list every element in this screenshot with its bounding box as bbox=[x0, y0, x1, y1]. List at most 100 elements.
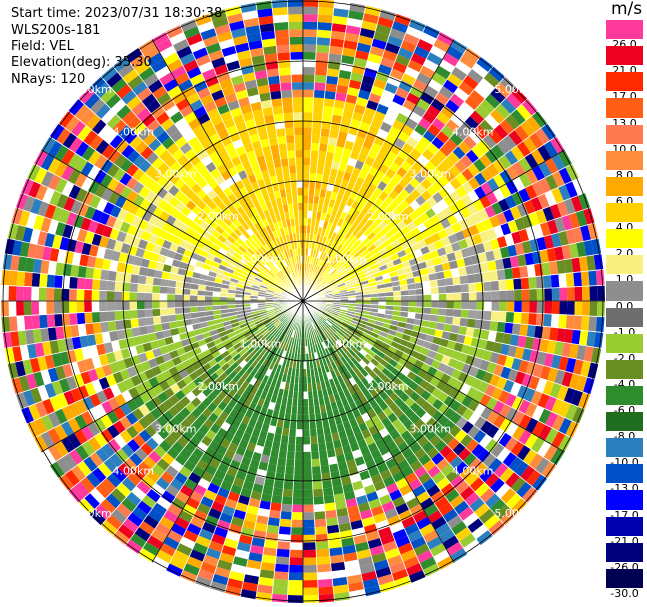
velocity-gate bbox=[315, 266, 321, 275]
velocity-gate bbox=[524, 184, 538, 200]
velocity-gate bbox=[395, 502, 410, 515]
velocity-gate bbox=[426, 484, 441, 498]
velocity-gate bbox=[436, 345, 447, 356]
velocity-gate bbox=[317, 204, 324, 213]
velocity-gate bbox=[329, 258, 337, 266]
velocity-gate bbox=[412, 104, 427, 118]
velocity-gate bbox=[252, 483, 264, 494]
velocity-gate bbox=[91, 289, 100, 301]
velocity-gate bbox=[49, 395, 62, 412]
velocity-gate bbox=[350, 200, 360, 210]
velocity-gate bbox=[504, 393, 517, 408]
velocity-gate bbox=[263, 478, 275, 488]
velocity-gate bbox=[292, 272, 297, 280]
velocity-gate bbox=[197, 301, 205, 307]
velocity-gate bbox=[270, 448, 280, 458]
velocity-gate bbox=[74, 414, 88, 430]
velocity-gate bbox=[235, 89, 249, 100]
velocity-gate bbox=[40, 431, 55, 449]
velocity-gate bbox=[442, 52, 460, 67]
velocity-gate bbox=[293, 466, 303, 475]
velocity-gate bbox=[459, 275, 469, 285]
velocity-gate bbox=[204, 353, 215, 363]
velocity-gate bbox=[320, 128, 331, 137]
velocity-gate bbox=[226, 466, 239, 478]
velocity-gate bbox=[391, 20, 409, 34]
velocity-gate bbox=[370, 247, 379, 256]
velocity-gate bbox=[8, 285, 17, 301]
velocity-gate bbox=[101, 258, 111, 271]
velocity-gate bbox=[277, 135, 287, 145]
velocity-gate bbox=[356, 371, 365, 381]
velocity-gate bbox=[323, 253, 330, 262]
velocity-gate bbox=[476, 529, 494, 546]
velocity-gate bbox=[467, 163, 481, 177]
velocity-gate bbox=[286, 195, 293, 205]
velocity-gate bbox=[332, 323, 340, 330]
velocity-gate bbox=[227, 491, 241, 503]
velocity-gate bbox=[33, 371, 45, 388]
velocity-gate bbox=[345, 458, 357, 469]
velocity-gate bbox=[541, 326, 551, 340]
velocity-gate bbox=[19, 241, 30, 258]
velocity-gate bbox=[435, 271, 445, 280]
velocity-gate bbox=[156, 186, 169, 199]
velocity-gate bbox=[423, 301, 432, 308]
velocity-gate bbox=[367, 243, 377, 253]
velocity-gate bbox=[62, 325, 72, 339]
velocity-gate bbox=[349, 150, 360, 161]
velocity-gate bbox=[329, 268, 337, 276]
velocity-gate bbox=[323, 288, 332, 293]
velocity-gate bbox=[154, 355, 166, 366]
velocity-gate bbox=[393, 204, 404, 216]
velocity-gate bbox=[27, 242, 38, 259]
velocity-gate bbox=[345, 242, 354, 251]
velocity-gate bbox=[231, 383, 241, 393]
velocity-gate bbox=[101, 144, 116, 159]
velocity-gate bbox=[227, 379, 237, 390]
velocity-gate bbox=[258, 269, 267, 277]
ray-separator bbox=[33, 163, 304, 302]
velocity-gate bbox=[224, 366, 234, 376]
velocity-gate bbox=[383, 386, 394, 397]
velocity-gate bbox=[340, 437, 350, 447]
velocity-gate bbox=[248, 258, 257, 266]
velocity-gate bbox=[171, 91, 186, 105]
velocity-gate bbox=[266, 376, 274, 386]
velocity-gate bbox=[371, 552, 387, 564]
velocity-gate bbox=[141, 93, 157, 108]
velocity-gate bbox=[505, 311, 515, 324]
velocity-gate bbox=[317, 22, 333, 31]
velocity-gate bbox=[306, 218, 312, 226]
velocity-gate bbox=[312, 249, 317, 258]
velocity-gate bbox=[116, 482, 132, 498]
velocity-gate bbox=[159, 516, 175, 530]
velocity-gate bbox=[193, 484, 208, 497]
velocity-gate bbox=[307, 202, 314, 211]
velocity-gate bbox=[87, 150, 102, 166]
velocity-gate bbox=[388, 401, 399, 413]
velocity-gate bbox=[133, 335, 143, 346]
velocity-gate bbox=[100, 519, 118, 536]
velocity-gate bbox=[343, 277, 352, 283]
velocity-gate bbox=[303, 481, 313, 490]
velocity-gate bbox=[12, 345, 23, 363]
velocity-gate bbox=[355, 328, 364, 335]
velocity-gate bbox=[278, 314, 286, 321]
velocity-gate bbox=[478, 338, 488, 350]
ray-separator bbox=[58, 300, 304, 479]
velocity-gate bbox=[350, 72, 364, 83]
velocity-gate bbox=[35, 184, 48, 201]
velocity-gate bbox=[101, 400, 114, 415]
velocity-gate bbox=[461, 227, 473, 239]
velocity-gate bbox=[284, 250, 290, 259]
velocity-gate bbox=[98, 353, 110, 367]
velocity-gate bbox=[363, 67, 378, 79]
velocity-gate bbox=[254, 147, 264, 158]
velocity-gate bbox=[133, 256, 143, 267]
velocity-gate bbox=[323, 426, 332, 436]
velocity-gate bbox=[336, 169, 345, 179]
velocity-gate bbox=[227, 193, 238, 204]
velocity-gate bbox=[474, 172, 487, 186]
velocity-gate bbox=[516, 103, 532, 121]
